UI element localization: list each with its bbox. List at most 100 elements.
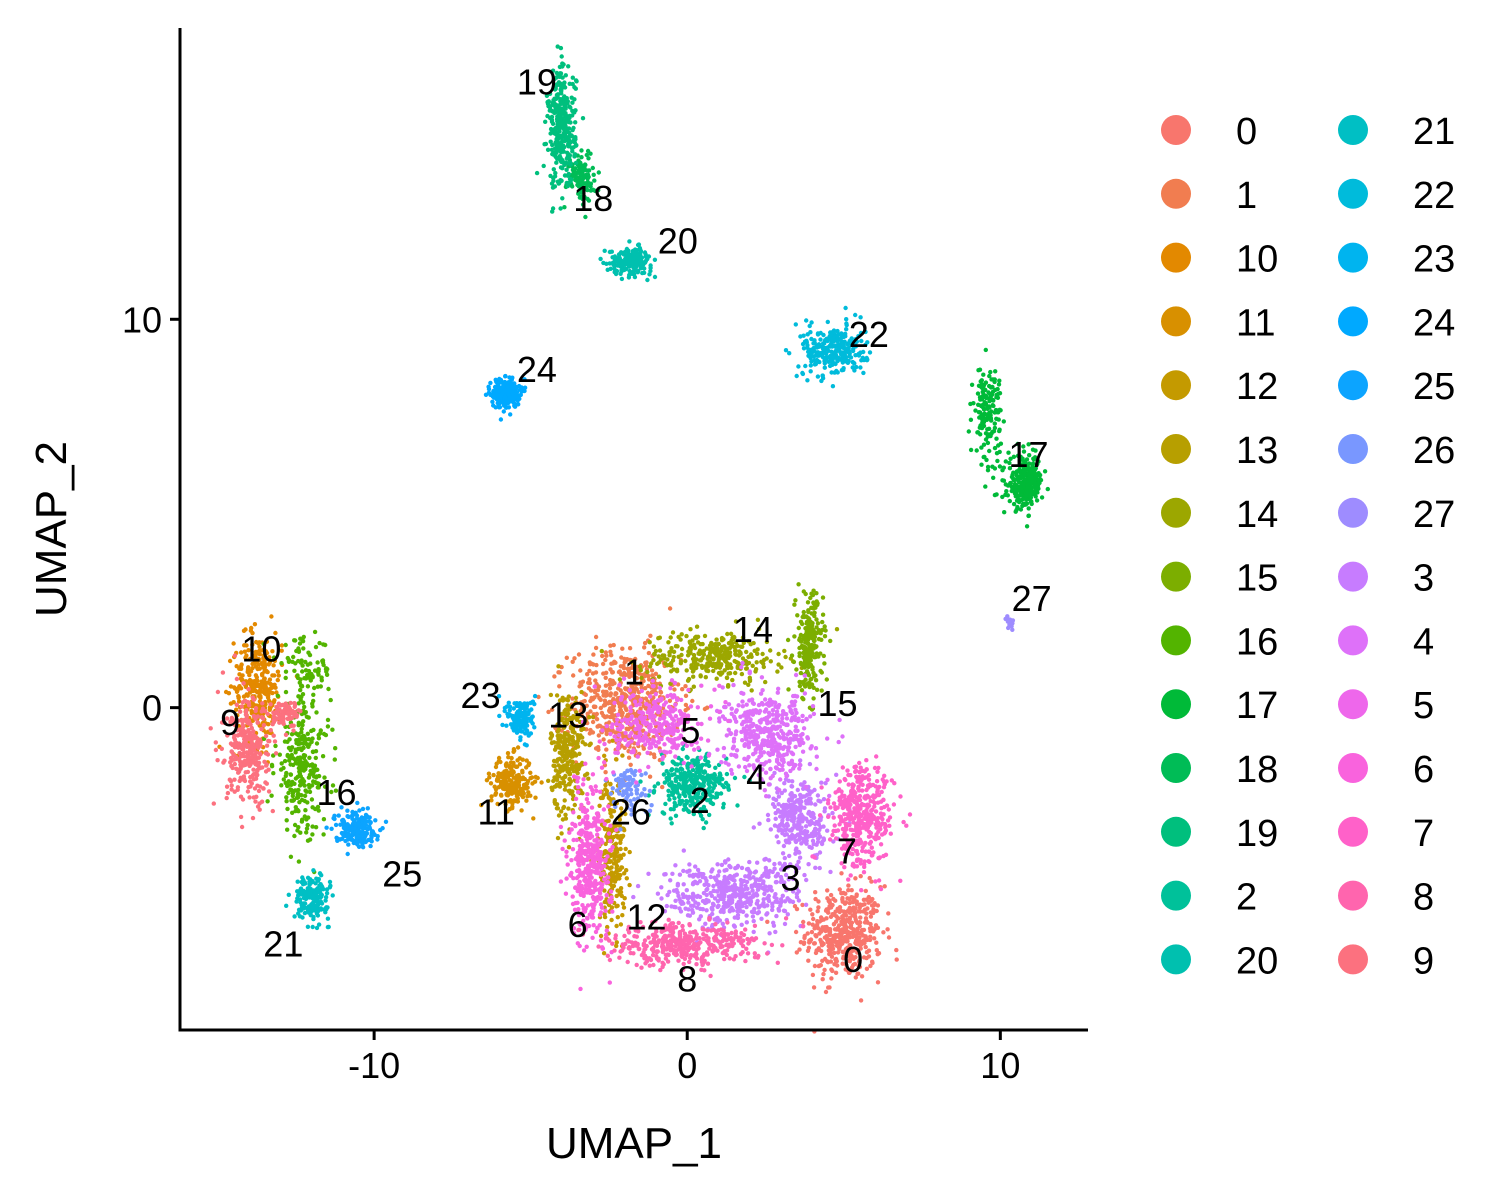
cluster-2-point — [681, 807, 686, 812]
cluster-12-point — [602, 826, 608, 831]
cluster-0-point — [858, 942, 863, 948]
cluster-15-point — [792, 602, 797, 607]
cluster-13-point — [579, 727, 584, 733]
cluster-14-point — [744, 649, 749, 655]
cluster-14-point — [776, 651, 781, 657]
cluster-1-point — [683, 702, 689, 708]
cluster-18-point — [579, 155, 584, 160]
cluster-20-point — [627, 239, 632, 244]
cluster-0-point — [813, 896, 818, 902]
cluster-13-point — [568, 704, 574, 709]
cluster-0-point — [833, 970, 839, 975]
cluster-14-point — [714, 637, 719, 642]
cluster-10-point — [269, 614, 274, 619]
cluster-19-point — [564, 129, 569, 135]
cluster-13-point — [558, 723, 563, 729]
cluster-17-point — [1045, 486, 1051, 492]
cluster-11-point — [507, 778, 513, 783]
cluster-points-21 — [284, 868, 335, 931]
cluster-2-point — [714, 791, 719, 796]
cluster-13-point — [560, 817, 566, 822]
cluster-13-point — [556, 727, 561, 732]
cluster-14-point — [746, 654, 751, 660]
cluster-11-point — [517, 756, 522, 761]
cluster-12-point — [619, 810, 625, 816]
cluster-12-point — [618, 889, 624, 895]
cluster-0-point — [820, 977, 825, 982]
cluster-13-point — [572, 714, 577, 720]
cluster-0-point — [863, 888, 868, 894]
cluster-14-point — [691, 684, 696, 689]
cluster-0-point — [836, 934, 842, 940]
cluster-2-point — [668, 807, 674, 812]
cluster-17-point — [1034, 498, 1040, 503]
cluster-18-point — [584, 168, 589, 173]
cluster-10-point — [242, 643, 247, 648]
cluster-0-point — [841, 939, 846, 944]
cluster-22-point — [808, 363, 813, 368]
cluster-12-point — [614, 940, 619, 945]
cluster-0-point — [854, 936, 860, 942]
cluster-13-point — [568, 726, 574, 731]
cluster-0-point — [872, 936, 877, 941]
cluster-0-point — [871, 929, 876, 934]
cluster-2-point — [661, 811, 667, 816]
cluster-1-point — [564, 655, 569, 660]
cluster-12-point — [608, 811, 613, 816]
cluster-17-point — [985, 427, 990, 432]
cluster-11-point — [486, 771, 492, 776]
cluster-17-point — [975, 430, 980, 435]
cluster-19-point — [556, 133, 562, 139]
cluster-13-point — [550, 787, 555, 793]
cluster-11-point — [487, 775, 492, 780]
cluster-0-point — [847, 915, 852, 920]
cluster-1-point — [592, 690, 598, 695]
cluster-0-point — [815, 922, 820, 927]
cluster-1-point — [578, 668, 583, 673]
cluster-11-point — [524, 798, 529, 803]
cluster-0-point — [851, 927, 856, 932]
cluster-22-point — [809, 320, 814, 325]
cluster-17-point — [1039, 495, 1045, 500]
cluster-13-point — [586, 776, 591, 781]
cluster-16-point — [298, 741, 303, 746]
cluster-0-point — [856, 971, 861, 976]
cluster-15-point — [809, 630, 814, 635]
cluster-0-point — [864, 966, 870, 971]
cluster-14-point — [776, 662, 781, 667]
cluster-13-point — [554, 777, 560, 782]
cluster-21-point — [300, 915, 305, 920]
cluster-13-point — [549, 732, 555, 738]
cluster-12-point — [603, 782, 608, 788]
cluster-1-point — [603, 675, 608, 680]
cluster-20-point — [602, 248, 607, 253]
cluster-16-point — [320, 754, 326, 759]
cluster-14-point — [754, 660, 759, 665]
cluster-17-point — [994, 436, 999, 441]
cluster-13-point — [560, 749, 565, 754]
cluster-11-point — [508, 789, 514, 794]
cluster-0-point — [871, 902, 877, 908]
cluster-0-point — [825, 960, 831, 965]
cluster-0-point — [831, 939, 836, 944]
cluster-22-point — [829, 330, 835, 336]
cluster-14-point — [691, 652, 697, 658]
cluster-15-point — [803, 626, 808, 631]
cluster-15-point — [798, 619, 804, 624]
cluster-22-point — [829, 360, 834, 365]
cluster-0-point — [851, 907, 857, 913]
cluster-16-point — [310, 824, 315, 829]
cluster-15-point — [820, 619, 825, 625]
cluster-1-point — [633, 714, 639, 719]
cluster-1-point — [658, 689, 663, 694]
cluster-16-point — [275, 693, 280, 698]
cluster-0-point — [813, 933, 818, 938]
cluster-14-point — [657, 635, 662, 640]
cluster-1-point — [581, 699, 586, 704]
cluster-19-point — [545, 113, 550, 119]
cluster-0-point — [806, 921, 812, 926]
cluster-0-point — [842, 935, 847, 940]
cluster-points-0 — [765, 871, 899, 1034]
cluster-11-point — [517, 762, 523, 767]
cluster-19-point — [572, 110, 577, 115]
